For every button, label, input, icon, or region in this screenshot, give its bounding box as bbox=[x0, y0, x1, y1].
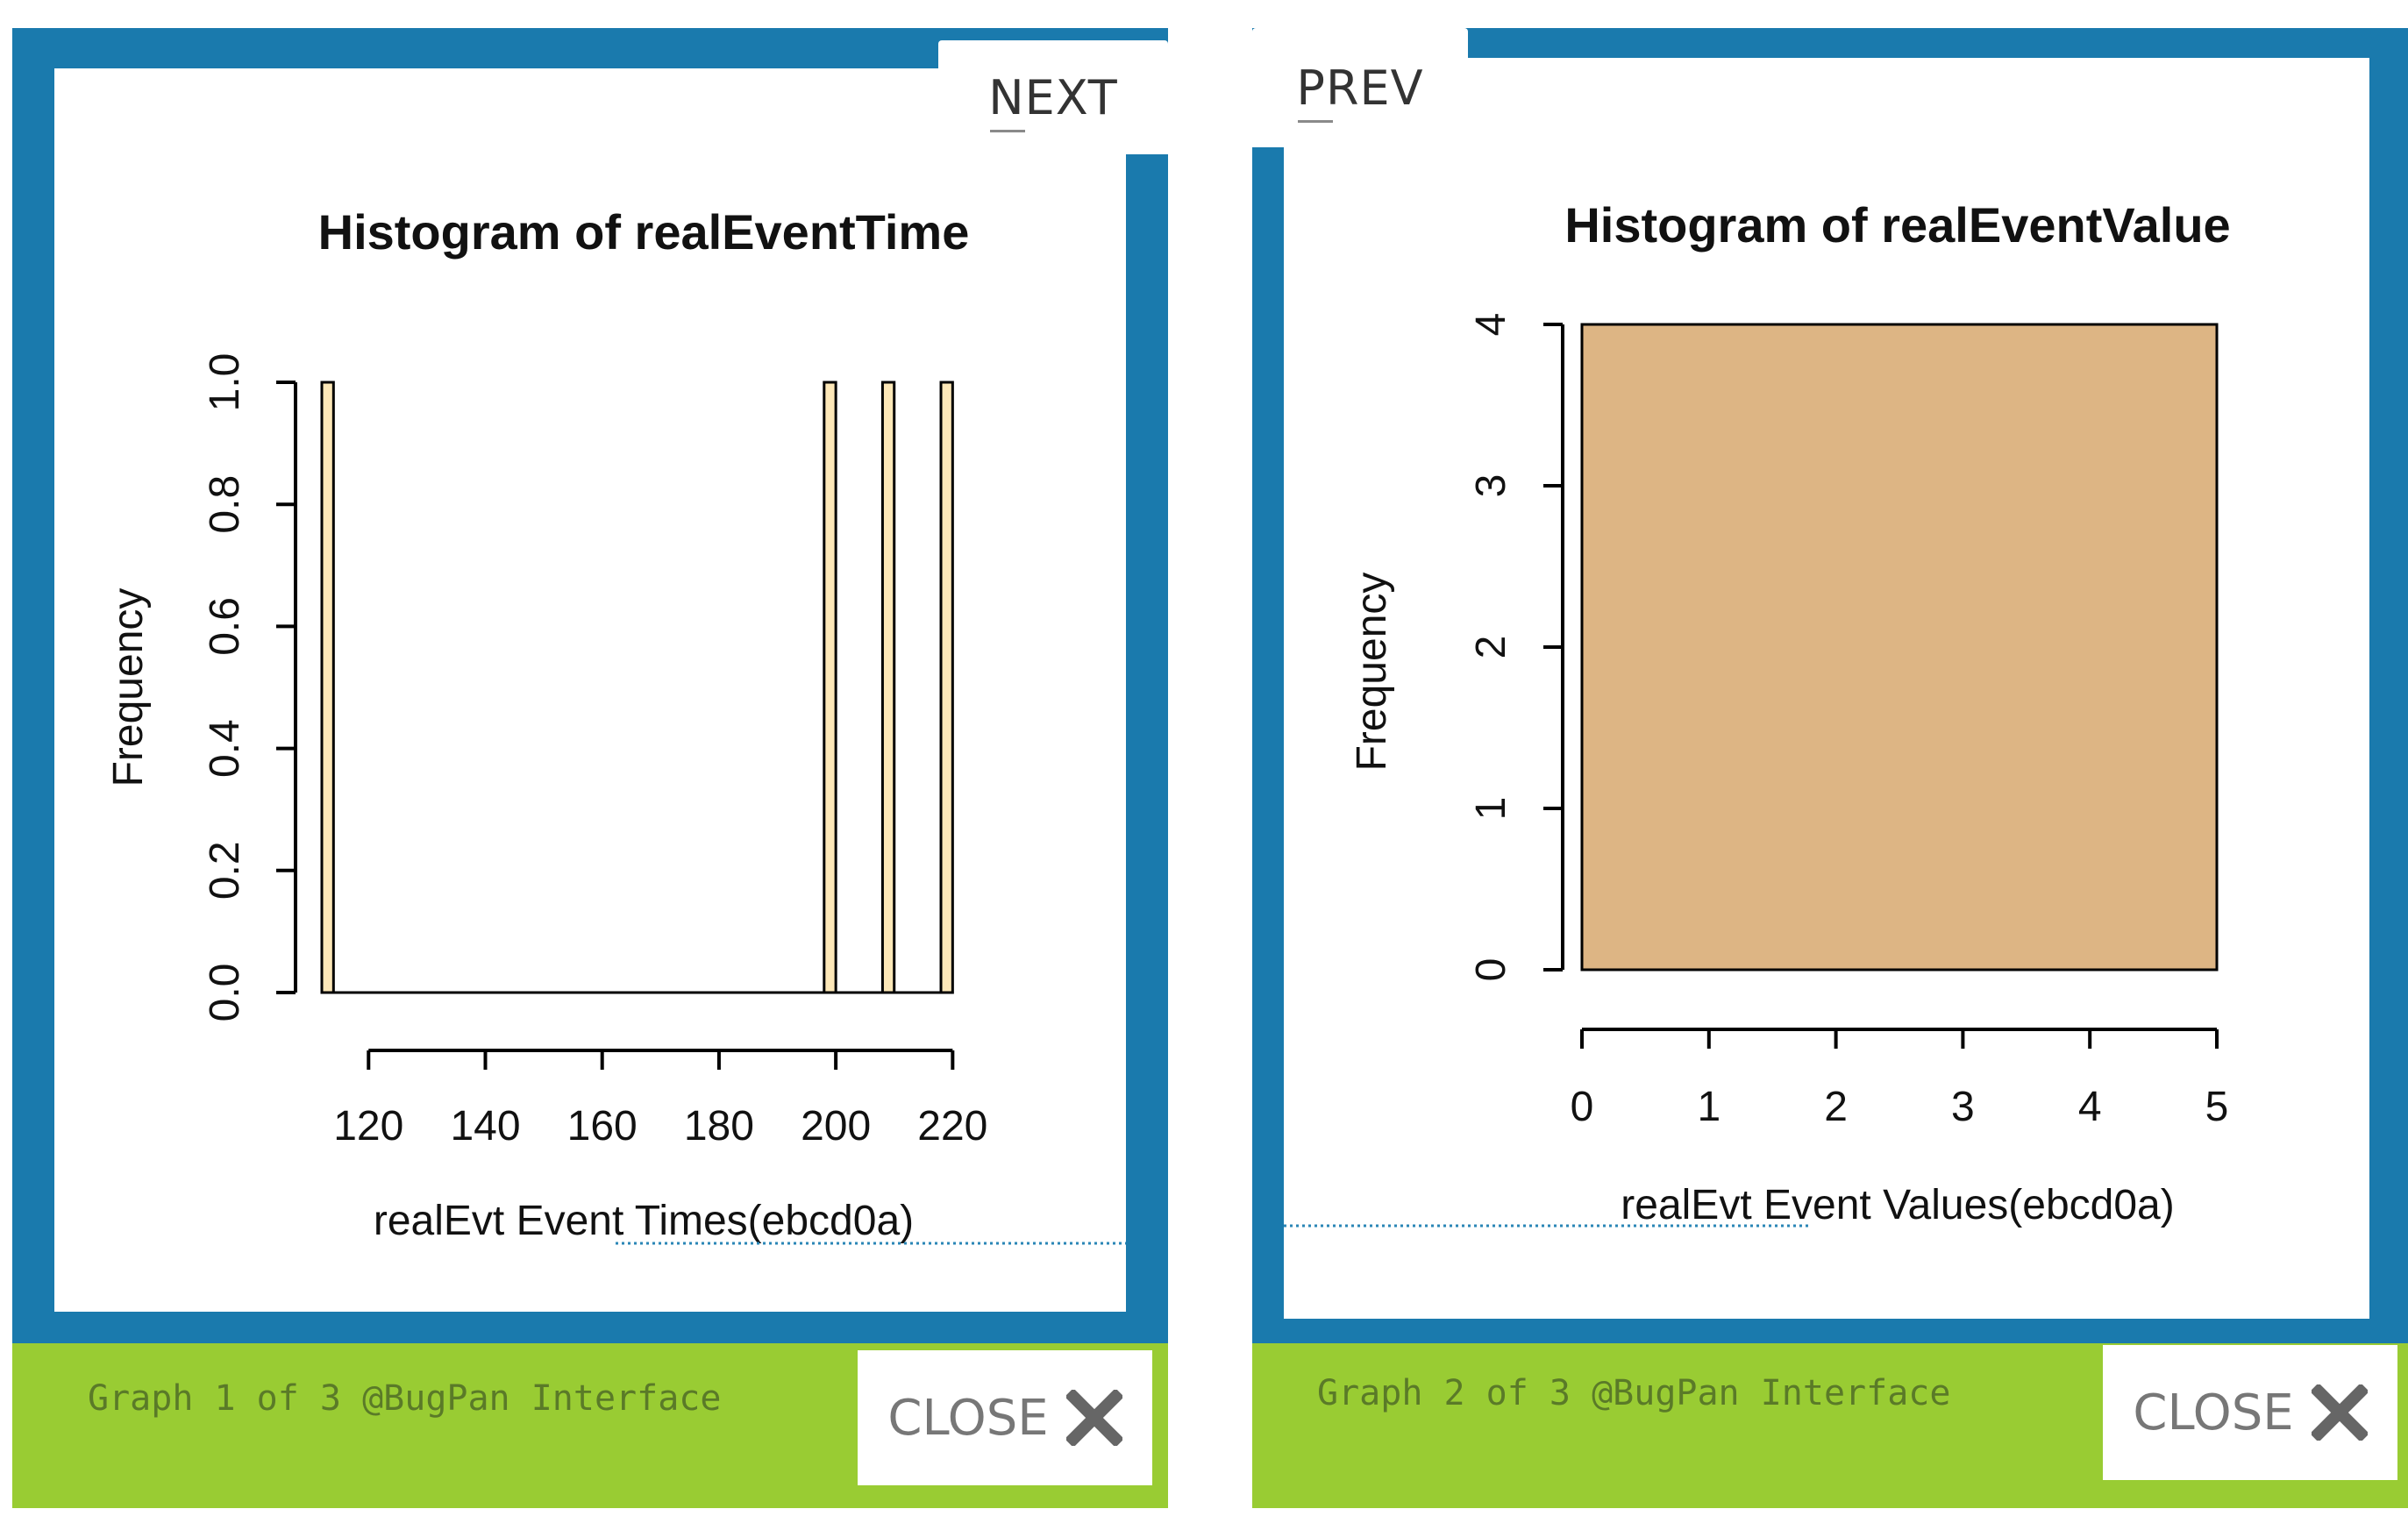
lightbox-footer: Graph 2 of 3 @BugPan Interface CLOSE bbox=[1252, 1343, 2408, 1508]
x-tick-label: 140 bbox=[450, 1103, 520, 1149]
y-tick-label: 0.0 bbox=[202, 964, 248, 1022]
x-tick-label: 0 bbox=[1571, 1084, 1594, 1130]
close-label: CLOSE bbox=[887, 1389, 1049, 1447]
histogram-bar bbox=[320, 381, 335, 994]
y-tick-label: 0.4 bbox=[202, 719, 248, 778]
prev-button[interactable]: PREV bbox=[1252, 28, 1468, 147]
x-tick-label: 1 bbox=[1697, 1084, 1721, 1130]
y-tick-label: 1 bbox=[1468, 797, 1514, 821]
lightbox-graph-1: Histogram of realEventTime 0.0 0.2 0.4 0.6 0.… bbox=[12, 28, 1168, 1508]
y-tick-label: 3 bbox=[1468, 474, 1514, 498]
x-tick-label: 160 bbox=[567, 1103, 638, 1149]
y-tick-label: 0.8 bbox=[202, 475, 248, 534]
y-tick-label: 0 bbox=[1468, 958, 1514, 982]
close-button[interactable]: CLOSE bbox=[858, 1350, 1152, 1485]
lightbox-footer: Graph 1 of 3 @BugPan Interface CLOSE bbox=[12, 1343, 1168, 1508]
x-tick-label: 200 bbox=[801, 1103, 871, 1149]
histogram-bar bbox=[1580, 323, 2219, 972]
x-tick-label: 180 bbox=[684, 1103, 754, 1149]
y-tick-label: 2 bbox=[1468, 636, 1514, 659]
histogram-real-event-time: Histogram of realEventTime 0.0 0.2 0.4 0.6 0.… bbox=[105, 204, 1126, 1245]
histogram-real-event-value: Histogram of realEventValue 0 1 2 3 4 0 1 2 3 4 5 re… bbox=[1284, 197, 2231, 1228]
y-tick-label: 1.0 bbox=[202, 353, 248, 412]
y-axis-title: Frequency bbox=[1349, 573, 1395, 772]
chart-title: Histogram of realEventTime bbox=[318, 204, 970, 260]
chart-title: Histogram of realEventValue bbox=[1564, 197, 2230, 253]
y-tick-label: 0.6 bbox=[202, 597, 248, 656]
y-tick-label: 0.2 bbox=[202, 841, 248, 900]
y-axis-title: Frequency bbox=[105, 588, 152, 787]
image-panel: Histogram of realEventTime 0.0 0.2 0.4 0.6 0.… bbox=[54, 68, 1126, 1312]
x-tick-label: 3 bbox=[1951, 1084, 1975, 1130]
close-x-icon bbox=[2311, 1384, 2368, 1441]
histogram-bar bbox=[880, 381, 896, 994]
image-panel: Histogram of realEventValue 0 1 2 3 4 0 1 2 3 4 5 re… bbox=[1284, 58, 2369, 1319]
prev-label: PREV bbox=[1296, 60, 1424, 116]
close-button[interactable]: CLOSE bbox=[2103, 1345, 2397, 1480]
histogram-bar bbox=[823, 381, 837, 994]
x-tick-label: 120 bbox=[333, 1103, 403, 1149]
x-axis-title: realEvt Event Values(ebcd0a) bbox=[1621, 1182, 2174, 1228]
access-key-underline bbox=[990, 129, 1026, 132]
next-button[interactable]: NEXT bbox=[938, 40, 1168, 154]
close-x-icon bbox=[1065, 1390, 1122, 1446]
access-key-underline bbox=[1298, 119, 1334, 123]
close-label: CLOSE bbox=[2133, 1384, 2294, 1441]
y-tick-label: 4 bbox=[1468, 313, 1514, 337]
next-label: NEXT bbox=[988, 69, 1118, 125]
histogram-bar bbox=[939, 381, 954, 994]
x-tick-label: 4 bbox=[2078, 1084, 2102, 1130]
graph-caption: Graph 2 of 3 @BugPan Interface bbox=[1317, 1373, 1951, 1413]
x-tick-label: 220 bbox=[917, 1103, 987, 1149]
graph-caption: Graph 1 of 3 @BugPan Interface bbox=[88, 1378, 722, 1419]
x-tick-label: 5 bbox=[2205, 1084, 2229, 1130]
x-tick-label: 2 bbox=[1824, 1084, 1848, 1130]
x-axis-title: realEvt Event Times(ebcd0a) bbox=[374, 1198, 914, 1244]
lightbox-graph-2: Histogram of realEventValue 0 1 2 3 4 0 1 2 3 4 5 re… bbox=[1252, 28, 2408, 1508]
